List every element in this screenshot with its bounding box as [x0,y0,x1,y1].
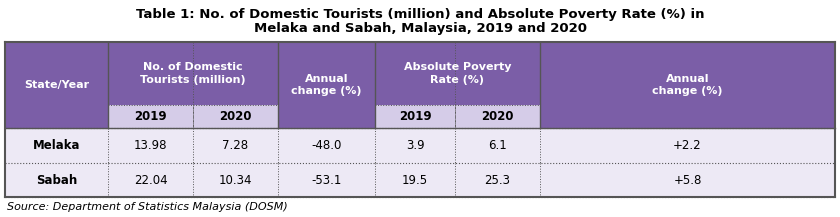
Bar [5,128,108,163]
Bar [193,163,278,197]
Text: Table 1: No. of Domestic Tourists (million) and Absolute Poverty Rate (%) in: Table 1: No. of Domestic Tourists (milli… [136,8,704,21]
Bar [108,105,193,128]
Text: Annual
change (%): Annual change (%) [652,74,722,96]
Text: +5.8: +5.8 [674,174,701,186]
Text: 2019: 2019 [134,110,167,123]
Text: 2019: 2019 [399,110,431,123]
Text: 19.5: 19.5 [402,174,428,186]
Text: No. of Domestic
Tourists (million): No. of Domestic Tourists (million) [140,62,246,85]
Bar [108,163,193,197]
Text: 7.28: 7.28 [223,139,249,152]
Bar [108,128,193,163]
Bar [540,105,835,128]
Text: State/Year: State/Year [24,80,89,90]
Bar [5,163,108,197]
Bar [455,163,540,197]
Bar [278,163,375,197]
Text: Source: Department of Statistics Malaysia (DOSM): Source: Department of Statistics Malaysi… [7,202,288,212]
Text: -53.1: -53.1 [312,174,342,186]
Bar [193,105,278,128]
Bar [455,128,540,163]
Bar [5,42,108,128]
Text: Annual
change (%): Annual change (%) [291,74,362,96]
Text: 6.1: 6.1 [488,139,507,152]
Bar [540,163,835,197]
Bar [278,128,375,163]
Bar [540,128,835,163]
Bar [540,42,835,128]
Text: 22.04: 22.04 [134,174,167,186]
Text: 3.9: 3.9 [406,139,424,152]
Text: 25.3: 25.3 [485,174,511,186]
Bar [375,128,455,163]
Bar [193,128,278,163]
Bar [375,105,455,128]
Text: Melaka and Sabah, Malaysia, 2019 and 2020: Melaka and Sabah, Malaysia, 2019 and 202… [254,22,586,35]
Bar [108,42,278,105]
Text: Sabah: Sabah [36,174,77,186]
Bar [455,105,540,128]
Text: Melaka: Melaka [33,139,81,152]
Text: 2020: 2020 [481,110,514,123]
Bar [375,42,540,105]
Text: +2.2: +2.2 [673,139,701,152]
Text: 2020: 2020 [219,110,252,123]
Bar [278,42,375,128]
Bar [278,105,375,128]
Text: -48.0: -48.0 [312,139,342,152]
Text: 10.34: 10.34 [218,174,252,186]
Text: 13.98: 13.98 [134,139,167,152]
Text: Absolute Poverty
Rate (%): Absolute Poverty Rate (%) [404,62,512,85]
Bar [375,163,455,197]
